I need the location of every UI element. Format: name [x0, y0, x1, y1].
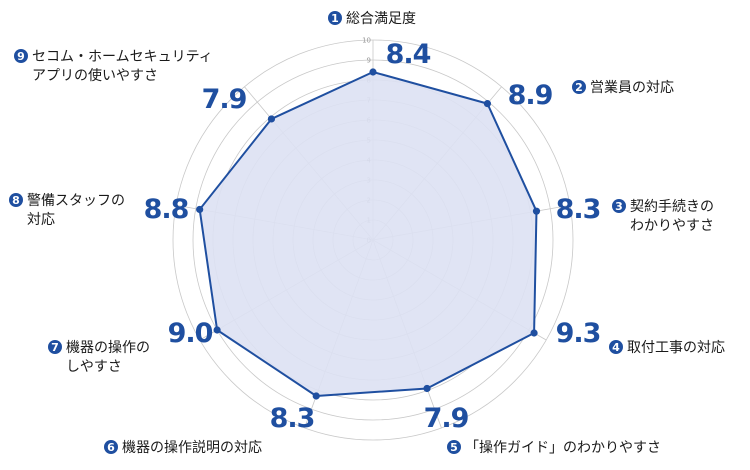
- axis-label-text: 機器の操作の: [66, 340, 150, 356]
- axis-label-text: 営業員の対応: [590, 80, 674, 96]
- data-point: [213, 326, 221, 334]
- axis-number-badge: [447, 440, 461, 454]
- series-area: [198, 71, 538, 397]
- axis-label-text: アプリの使いやすさ: [32, 67, 158, 84]
- data-point: [532, 207, 541, 215]
- data-point: [483, 100, 492, 108]
- axis-number: 6: [107, 441, 115, 454]
- axis-label-text: 契約手続きの: [630, 198, 714, 215]
- value-label-2: 8.9: [508, 80, 553, 111]
- data-point: [530, 329, 538, 337]
- value-label-6: 8.3: [270, 403, 315, 434]
- value-labels: 8.4 8.9 8.3 9.3 7.9 8.3 9.0 8.8 7.9: [144, 39, 602, 434]
- value-label-5: 7.9: [424, 403, 469, 434]
- axis-number-badge: [9, 193, 23, 207]
- data-point: [423, 384, 431, 393]
- axis-label-4: 4 取付工事の対応: [609, 340, 725, 356]
- axis-label-text: 機器の操作説明の対応: [122, 440, 262, 456]
- value-label-8: 8.8: [144, 194, 189, 225]
- axis-label-text: 対応: [27, 212, 55, 228]
- axis-number: 1: [331, 12, 339, 25]
- axis-number: 8: [12, 194, 20, 207]
- value-label-7: 9.0: [168, 318, 213, 349]
- tick-label: 9: [367, 57, 371, 65]
- axis-label-text: わかりやすさ: [630, 218, 714, 234]
- axis-label-text: 総合満足度: [346, 11, 416, 27]
- axis-label-1: 1 総合満足度: [328, 11, 416, 27]
- axis-label-text: しやすさ: [66, 359, 122, 375]
- axis-number-badge: [572, 80, 586, 94]
- axis-number: 9: [17, 50, 25, 63]
- axis-number: 3: [615, 200, 623, 213]
- value-label-9: 7.9: [202, 84, 247, 115]
- axis-label-2: 2 営業員の対応: [572, 80, 674, 96]
- tick-label: 10: [362, 37, 371, 45]
- value-label-4: 9.3: [556, 318, 601, 349]
- axis-number: 5: [450, 441, 458, 454]
- axis-number-badge: [609, 340, 623, 354]
- axis-label-5: 5 「操作ガイド」のわかりやすさ: [447, 440, 661, 456]
- axis-label-6: 6 機器の操作説明の対応: [104, 440, 262, 456]
- axis-number: 4: [612, 341, 620, 354]
- data-point: [267, 115, 276, 123]
- value-label-1: 8.4: [386, 39, 431, 70]
- axis-number-badge: [612, 199, 626, 213]
- axis-number: 2: [575, 81, 583, 94]
- axis-label-text: 警備スタッフの: [27, 193, 125, 209]
- axis-label-text: セコム・ホームセキュリティ: [32, 49, 213, 65]
- axis-label-text: 取付工事の対応: [627, 340, 725, 356]
- data-point: [312, 392, 320, 400]
- axis-label-text: 「操作ガイド」のわかりやすさ: [465, 440, 661, 456]
- axis-number-badge: [104, 440, 118, 454]
- axis-number-badge: [328, 11, 342, 25]
- data-point: [196, 205, 204, 214]
- data-point: [369, 68, 377, 76]
- radar-series: [196, 68, 541, 400]
- axis-number-badge: [48, 340, 62, 354]
- axis-number-badge: [14, 49, 28, 63]
- axis-number: 7: [51, 341, 59, 354]
- value-label-3: 8.3: [556, 194, 601, 225]
